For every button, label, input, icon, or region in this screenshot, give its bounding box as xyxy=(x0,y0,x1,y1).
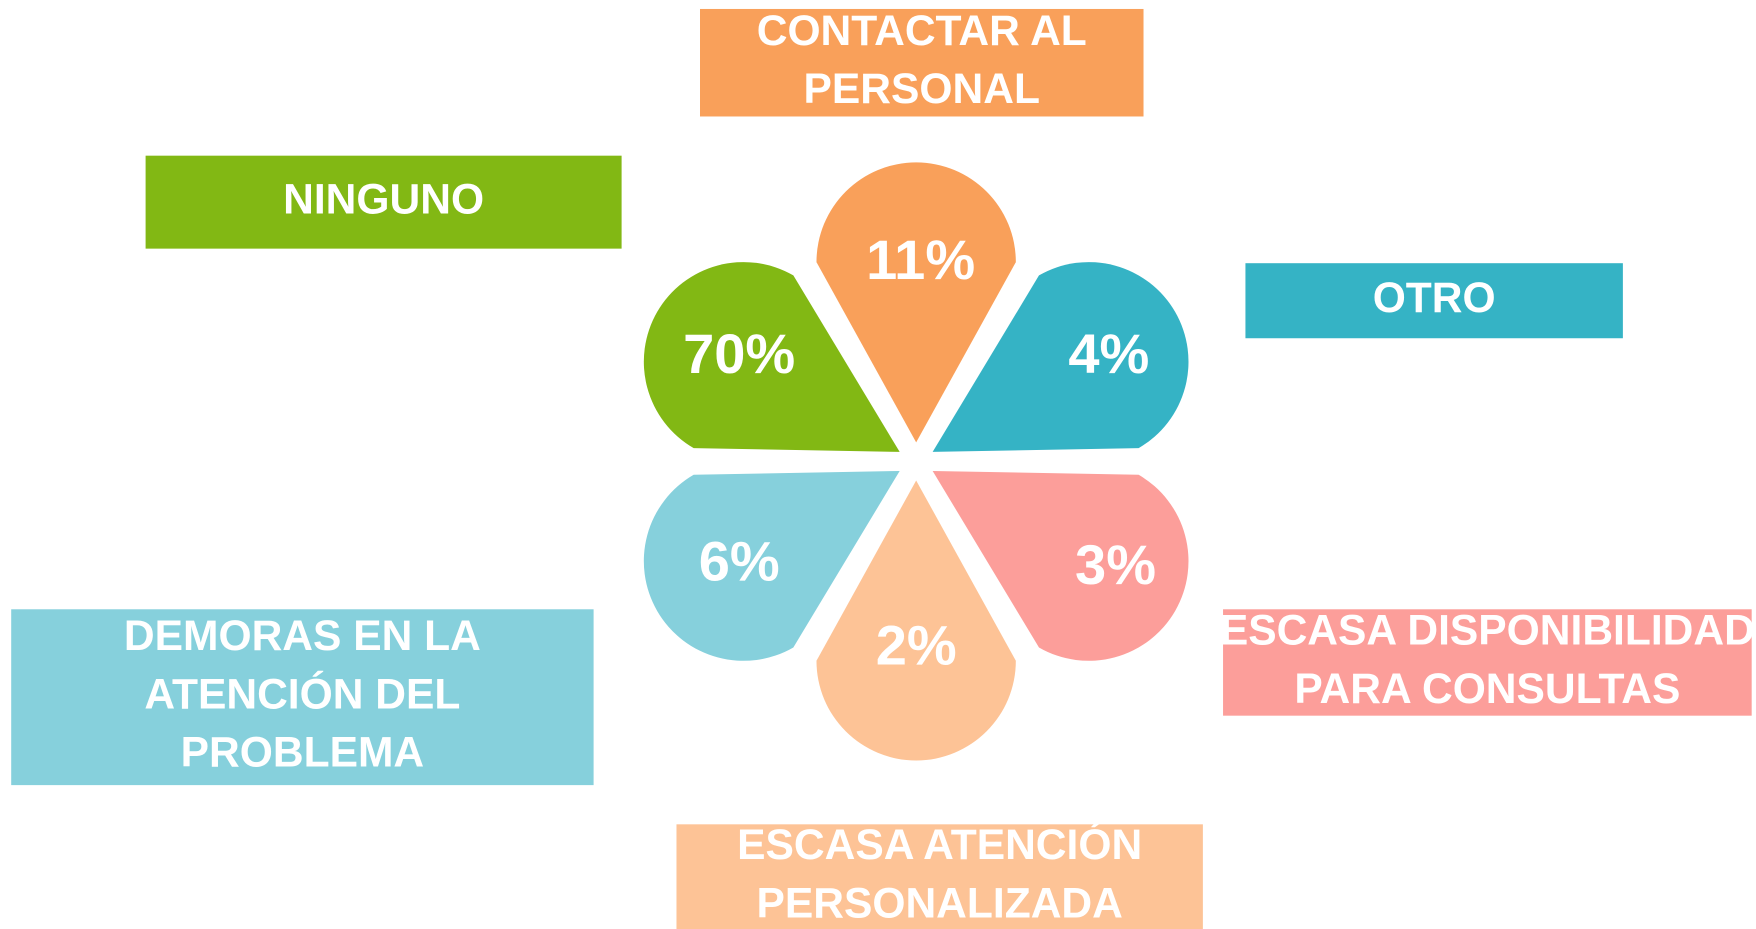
label-text: ATENCIÓN DEL xyxy=(144,669,460,718)
petal xyxy=(816,162,1016,443)
label-text: OTRO xyxy=(1373,274,1496,322)
percentage: 3% xyxy=(1075,533,1156,596)
label-box xyxy=(1223,609,1752,716)
label-text: PARA CONSULTAS xyxy=(1294,665,1680,713)
percentage: 2% xyxy=(876,613,957,676)
label-box xyxy=(700,8,1144,117)
petal xyxy=(643,470,900,661)
label-box xyxy=(1245,263,1623,339)
percentage: 70% xyxy=(683,322,795,385)
petal xyxy=(816,480,1016,761)
percentage: 6% xyxy=(699,529,780,592)
label-text: ESCASA ATENCIÓN xyxy=(737,820,1142,869)
label-box xyxy=(11,609,594,786)
label-text: DEMORAS EN LA xyxy=(124,612,481,660)
label-box xyxy=(676,824,1203,929)
label-text: NINGUNO xyxy=(283,175,484,223)
label-text: PERSONALIZADA xyxy=(756,879,1122,927)
petal xyxy=(932,470,1189,661)
label-text: PERSONAL xyxy=(804,65,1040,113)
flower-diagram: 11% CONTACTAR AL PERSONAL 4% OTRO 3% ESCASA DI… xyxy=(11,7,1755,929)
label-box xyxy=(145,155,622,249)
petal xyxy=(643,262,900,452)
label-text: CONTACTAR AL xyxy=(757,7,1087,55)
label-text: ESCASA DISPONIBILIDAD xyxy=(1220,607,1755,655)
percentage: 4% xyxy=(1068,322,1149,385)
label-text: PROBLEMA xyxy=(181,729,424,777)
percentage: 11% xyxy=(866,228,975,291)
petal xyxy=(932,262,1189,452)
